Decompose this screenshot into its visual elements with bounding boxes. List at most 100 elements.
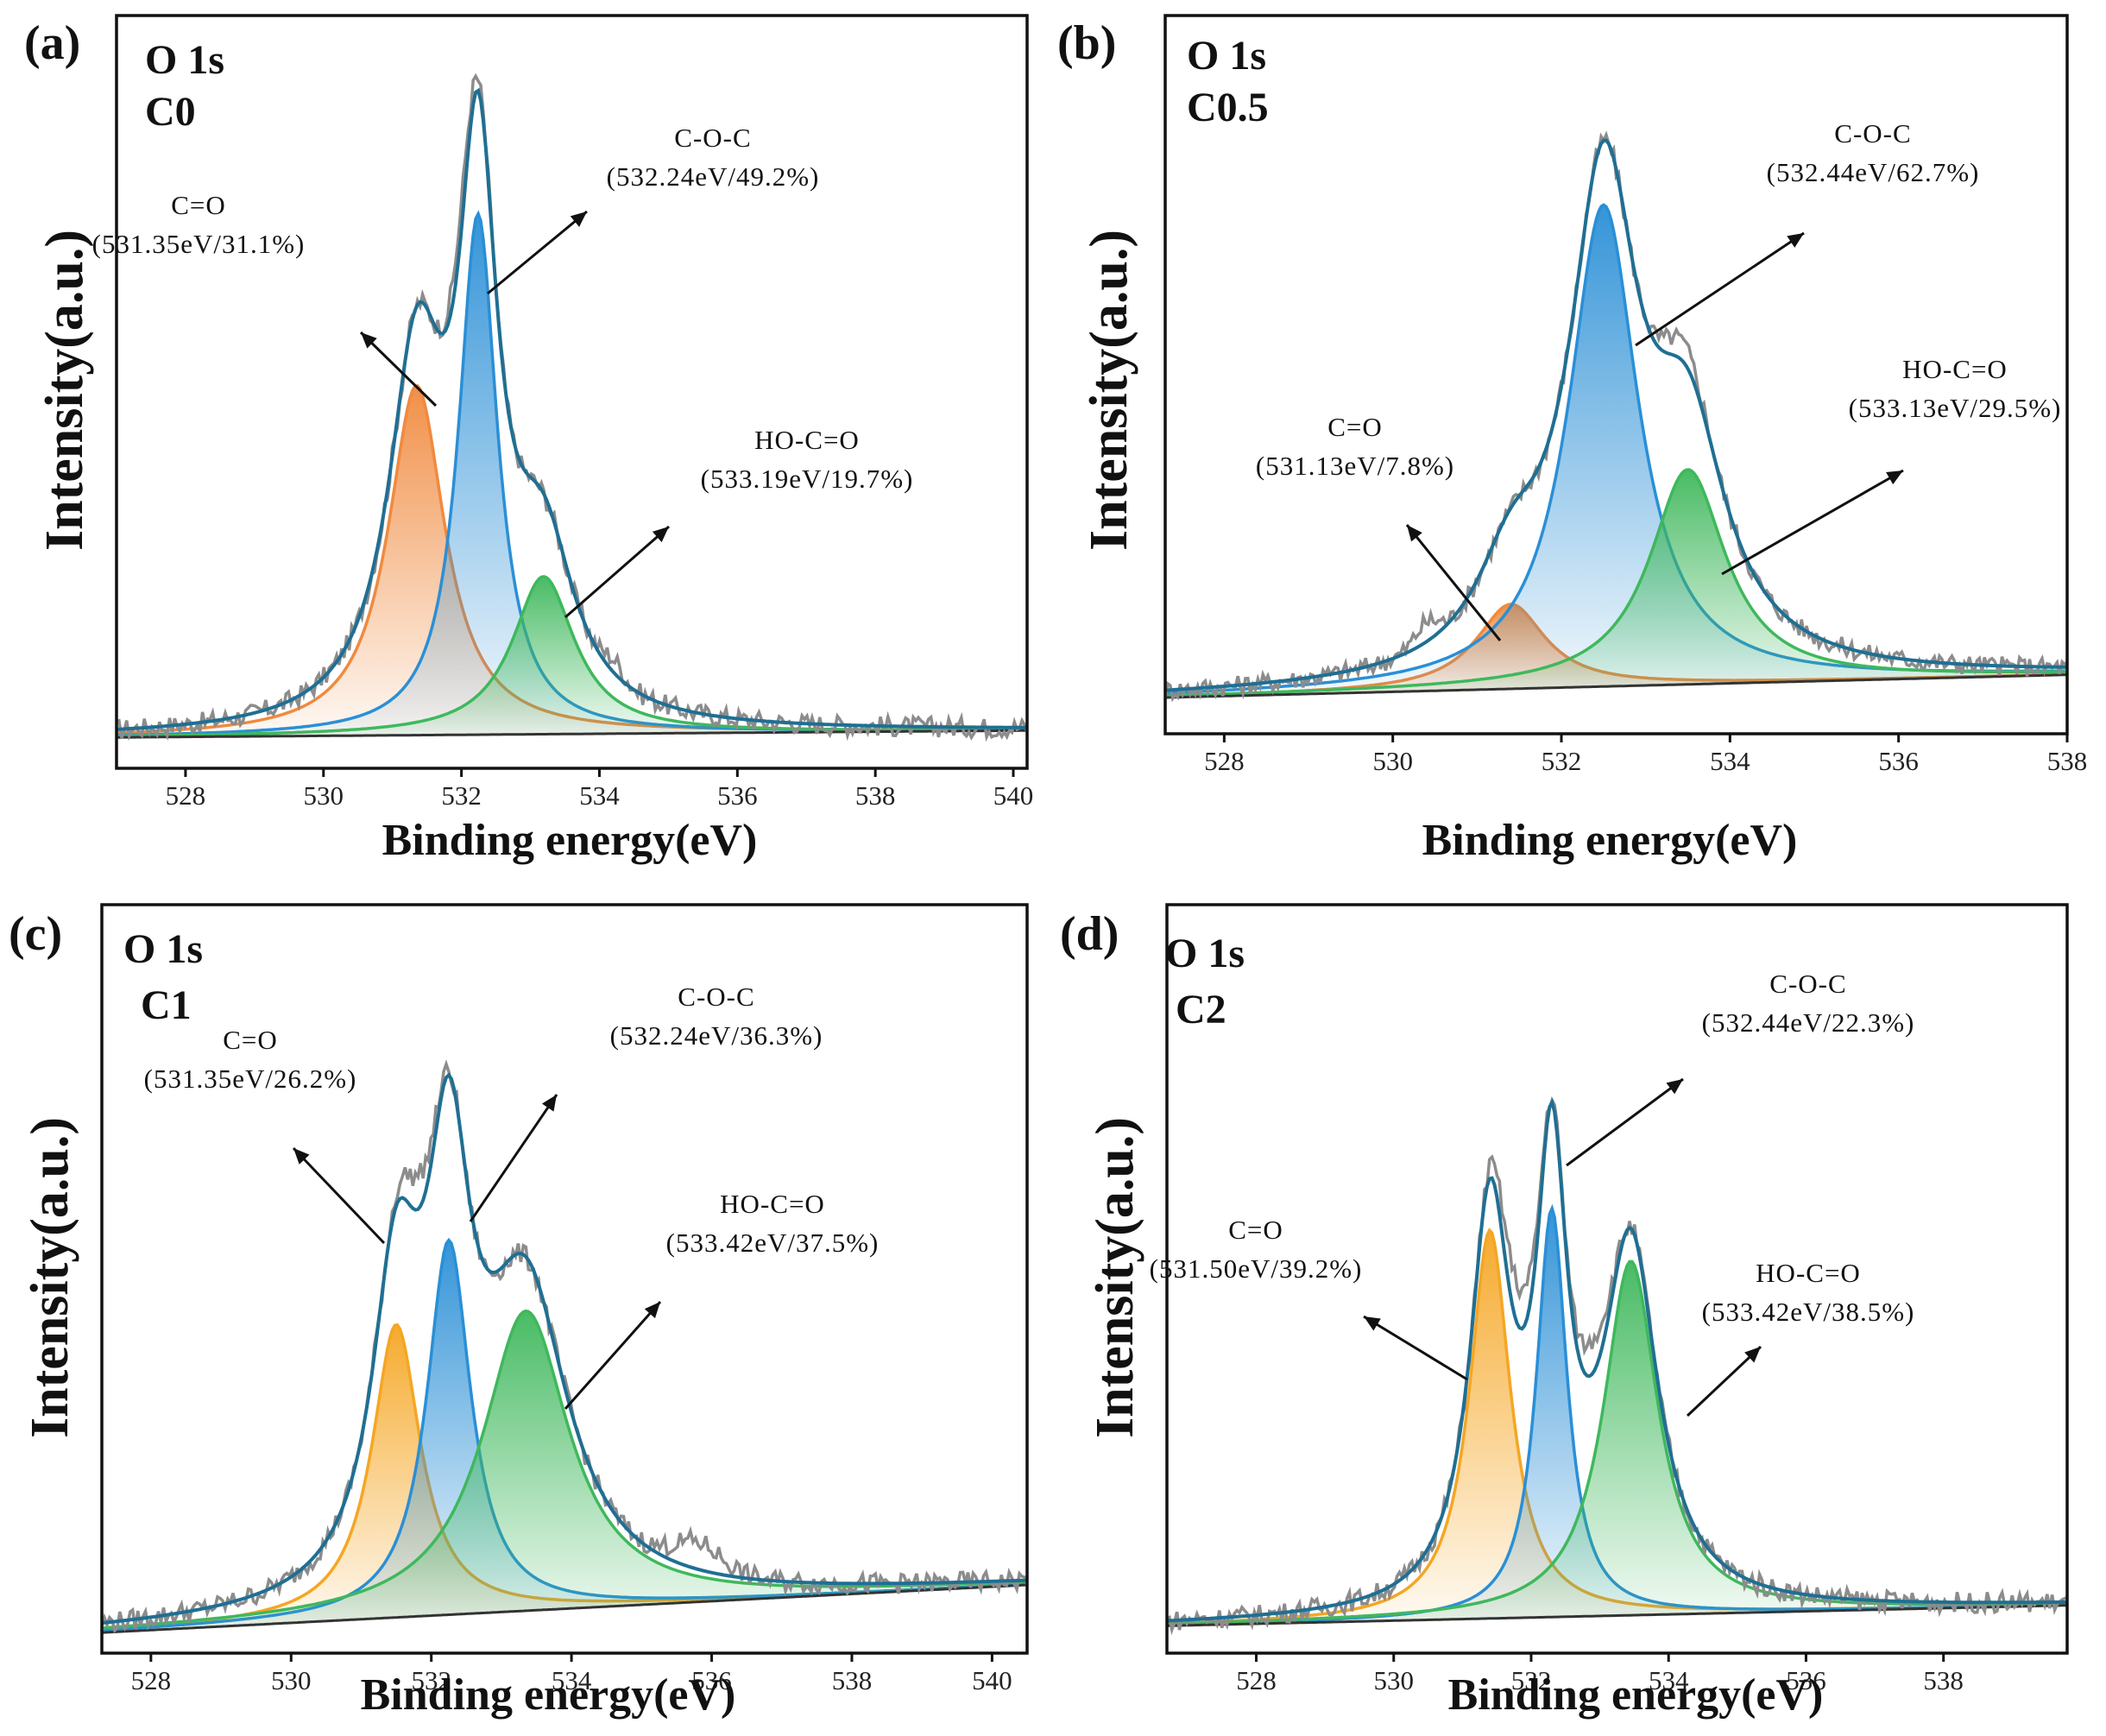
arrow-head-icon	[1787, 233, 1804, 248]
x-tick-label: 536	[1878, 746, 1919, 776]
annotation-name: HO-C=O	[720, 1189, 825, 1219]
x-tick-label: 528	[131, 1665, 172, 1695]
arrow-head-icon	[570, 211, 587, 227]
x-tick-label: 534	[1649, 1665, 1689, 1695]
chart-title: O 1s	[1187, 33, 1266, 79]
peak-curve-hoco	[1165, 468, 2067, 698]
annotation-value: (531.13eV/7.8%)	[1256, 451, 1454, 481]
annotation-name: C=O	[223, 1025, 278, 1055]
x-tick-label: 532	[1542, 746, 1582, 776]
x-tick-label: 538	[855, 780, 896, 811]
annotation-arrow	[292, 1146, 386, 1245]
x-tick-label: 532	[1511, 1665, 1552, 1695]
annotation-value: (533.42eV/37.5%)	[666, 1228, 880, 1258]
axes-frame	[100, 903, 1029, 1655]
sample-label: C0.5	[1187, 85, 1269, 130]
x-tick-label: 534	[552, 1665, 592, 1695]
arrow-head-icon	[361, 332, 377, 349]
y-axis-label: Intensity(a.u.)	[35, 230, 94, 551]
peak-curve-hoco	[1167, 1259, 2067, 1626]
x-tick-label: 530	[1372, 746, 1413, 776]
annotation-name: C-O-C	[1834, 118, 1911, 148]
x-axis-label: Binding energy(eV)	[382, 816, 758, 865]
x-tick-label: 530	[1373, 1665, 1414, 1695]
envelope-fit-curve	[102, 1072, 1027, 1626]
chart-panel-2: 528 530 532 534 536 538 540 (c) O 1s C1 Intensity(…	[9, 903, 1029, 1720]
x-tick-label: 538	[1923, 1665, 1964, 1695]
x-tick-label: 528	[1204, 746, 1245, 776]
panel-tag: (b)	[1057, 16, 1116, 70]
annotation-arrow	[469, 1094, 558, 1222]
sample-label: C2	[1176, 987, 1226, 1032]
peak-fill-hoco	[117, 576, 1027, 738]
arrow-head-icon	[1744, 1347, 1761, 1363]
x-tick-label: 540	[993, 780, 1034, 811]
baseline-curve	[102, 1583, 1027, 1634]
x-tick-label: 532	[411, 1665, 451, 1695]
annotation-name: C-O-C	[678, 982, 754, 1012]
sample-label: C1	[141, 982, 192, 1028]
x-tick-label: 534	[579, 780, 620, 811]
annotation-name: HO-C=O	[1902, 354, 2008, 384]
plot-area	[117, 73, 1027, 742]
x-tick-label: 536	[1786, 1665, 1826, 1695]
annotation-arrow	[487, 210, 588, 295]
annotation-arrow	[1566, 1077, 1684, 1167]
envelope-fit-curve	[1167, 1097, 2067, 1623]
panel-tag: (c)	[9, 907, 62, 961]
axes-frame	[1165, 903, 2069, 1655]
x-tick-label: 538	[832, 1665, 873, 1695]
annotation-value: (532.44eV/62.7%)	[1767, 157, 1980, 187]
annotation-name: C-O-C	[1769, 969, 1846, 999]
chart-panel-0: 528 530 532 534 536 538 540 (a) O 1s C0 Intensity(…	[24, 14, 1034, 865]
arrow-head-icon	[644, 1302, 660, 1319]
chart-title: O 1s	[123, 926, 203, 972]
panel-tag: (a)	[24, 16, 80, 70]
annotation-value: (531.35eV/26.2%)	[144, 1064, 357, 1094]
peak-fill-hoco	[1167, 1261, 2067, 1626]
chart-panel-1: 528 530 532 534 536 538 (b) O 1s C0.5 Intensity(a…	[1057, 14, 2088, 865]
chart-panel-3: 528 530 532 534 536 538 (d) O 1s C2 Intensity(a.u…	[1060, 903, 2069, 1720]
x-axis-label: Binding energy(eV)	[361, 1670, 736, 1720]
annotation-value: (531.50eV/39.2%)	[1150, 1253, 1363, 1284]
chart-title: O 1s	[1165, 931, 1245, 976]
arrow-head-icon	[293, 1148, 310, 1165]
annotation-value: (531.35eV/31.1%)	[92, 229, 306, 259]
x-tick-label: 534	[1710, 746, 1750, 776]
annotation-name: C-O-C	[674, 123, 751, 153]
x-axis-label: Binding energy(eV)	[1448, 1670, 1824, 1720]
annotation-arrow	[1363, 1315, 1468, 1381]
x-tick-label: 528	[1236, 1665, 1277, 1695]
annotation-value: (532.44eV/22.3%)	[1702, 1007, 1915, 1038]
envelope-fit-curve	[117, 87, 1027, 731]
arrow-head-icon	[1666, 1079, 1683, 1095]
x-tick-label: 532	[441, 780, 482, 811]
annotation-value: (532.24eV/49.2%)	[607, 161, 820, 192]
sample-label: C0	[145, 89, 196, 135]
x-tick-label: 536	[717, 780, 758, 811]
annotation-name: C=O	[1228, 1215, 1283, 1245]
arrow-head-icon	[541, 1095, 557, 1112]
annotation-arrow	[564, 1301, 662, 1410]
annotation-arrow	[564, 525, 670, 619]
annotation-arrow	[1686, 1345, 1762, 1417]
chart-title: O 1s	[145, 37, 224, 83]
arrow-head-icon	[1407, 525, 1422, 542]
annotation-value: (533.19eV/19.7%)	[701, 464, 914, 494]
annotation-name: C=O	[171, 190, 226, 220]
annotation-arrow	[1635, 231, 1805, 347]
plot-area	[102, 1059, 1027, 1634]
x-tick-label: 536	[691, 1665, 732, 1695]
plot-area	[1167, 1095, 2067, 1636]
raw-data-curve	[102, 1059, 1027, 1634]
x-tick-label: 530	[304, 780, 344, 811]
annotation-name: HO-C=O	[754, 425, 860, 455]
peak-curve-hoco	[102, 1309, 1027, 1630]
x-tick-label: 538	[2047, 746, 2088, 776]
envelope-fit-curve	[1165, 138, 2067, 692]
arrow-head-icon	[652, 527, 669, 543]
peak-fill-coc	[1165, 205, 2067, 698]
annotation-arrow	[1405, 524, 1502, 641]
annotation-name: HO-C=O	[1756, 1258, 1861, 1288]
